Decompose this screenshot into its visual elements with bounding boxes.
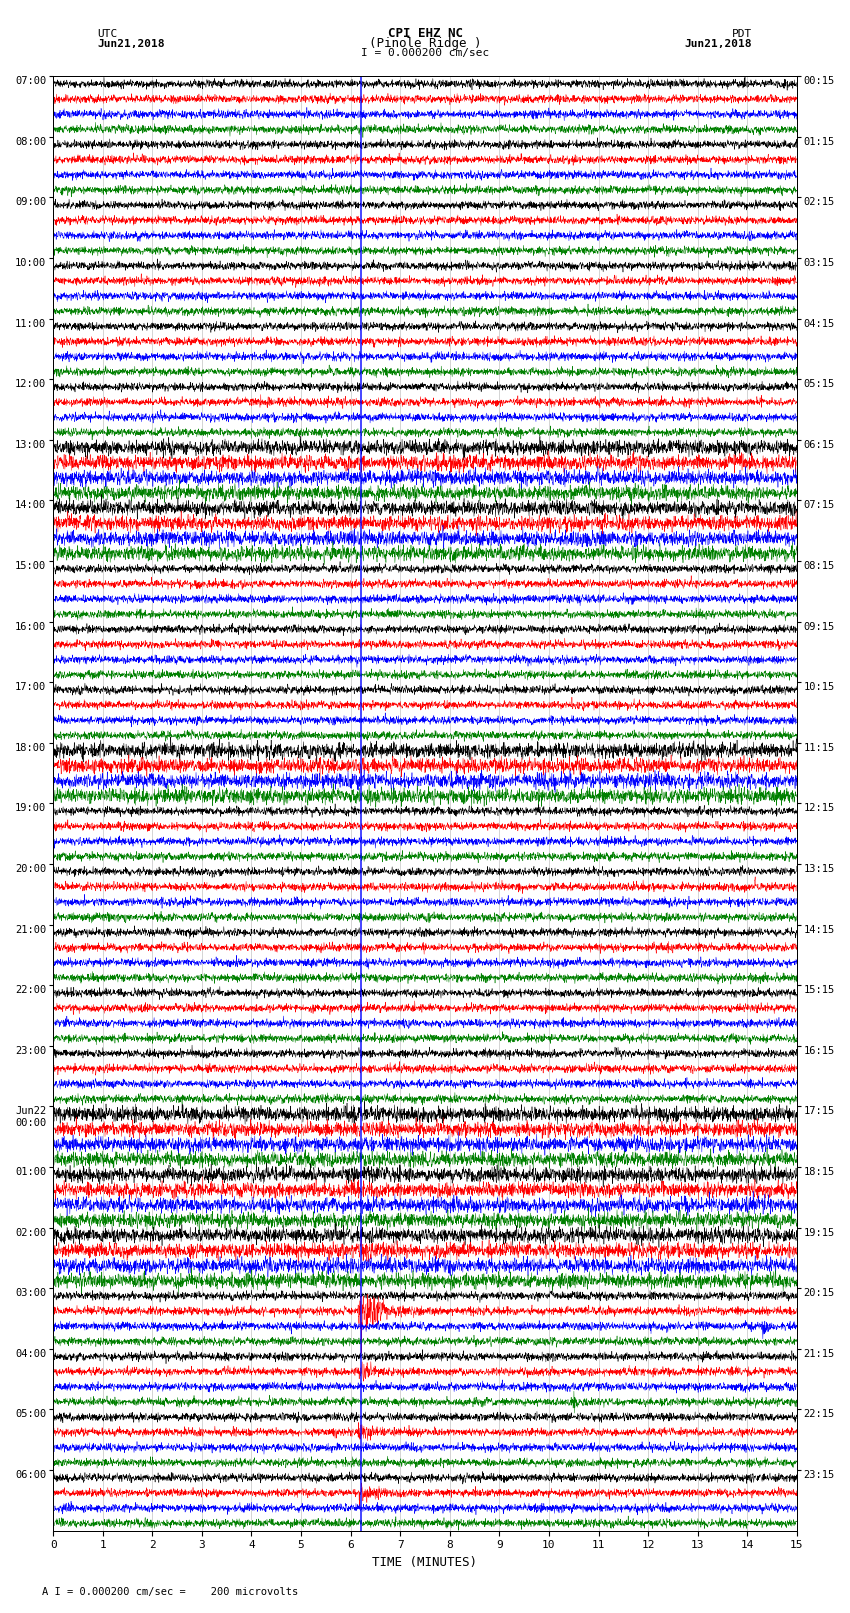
Text: UTC: UTC xyxy=(98,29,118,39)
Text: I = 0.000200 cm/sec: I = 0.000200 cm/sec xyxy=(361,48,489,58)
Text: (Pinole Ridge ): (Pinole Ridge ) xyxy=(369,37,481,50)
Text: PDT: PDT xyxy=(732,29,752,39)
Text: Jun21,2018: Jun21,2018 xyxy=(685,39,752,48)
X-axis label: TIME (MINUTES): TIME (MINUTES) xyxy=(372,1557,478,1569)
Text: A I = 0.000200 cm/sec =    200 microvolts: A I = 0.000200 cm/sec = 200 microvolts xyxy=(42,1587,298,1597)
Text: CPI EHZ NC: CPI EHZ NC xyxy=(388,27,462,40)
Text: Jun21,2018: Jun21,2018 xyxy=(98,39,165,48)
